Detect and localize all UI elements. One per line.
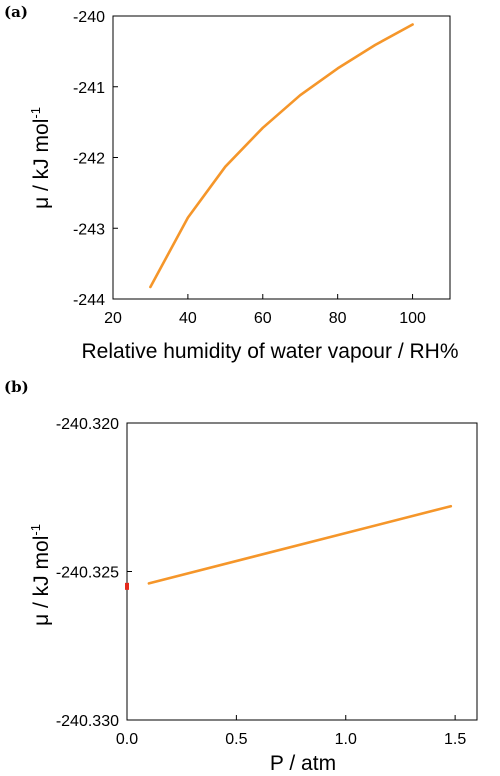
panel-b-x-ticks: 0.0 0.5 1.0 1.5 <box>116 715 466 748</box>
panel-a-y-axis-title-sup: -1 <box>28 107 43 119</box>
x-tick-label: 20 <box>104 310 122 327</box>
panel-a-y-axis-title: μ / kJ mol-1 <box>28 107 53 209</box>
x-tick-label: 40 <box>179 310 197 327</box>
y-tick-label: -240 <box>73 9 105 26</box>
panel-b-y-ticks: -240.330 -240.325 -240.320 <box>56 416 132 730</box>
y-tick-label: -242 <box>73 151 105 168</box>
panel-a-y-ticks: -244 -243 -242 -241 -240 <box>73 9 118 309</box>
panel-a-label: (a) <box>4 3 28 21</box>
data-point-marker <box>125 582 129 590</box>
series-line <box>149 23 414 289</box>
panel-b-y-axis-title: μ / kJ mol-1 <box>28 524 53 626</box>
y-tick-label: -240.320 <box>56 416 119 433</box>
panel-a-y-axis-title-main: μ / kJ mol <box>30 119 53 209</box>
panel-b: (b) 0.0 0.5 1.0 1.5 -240.330 -240.325 -240.32… <box>4 378 478 775</box>
panel-a-x-axis-title: Relative humidity of water vapour / RH% <box>82 340 459 363</box>
panel-b-y-axis-title-sup: -1 <box>28 524 43 536</box>
panel-b-y-axis-title-main: μ / kJ mol <box>30 536 53 626</box>
y-tick-label: -244 <box>73 292 105 309</box>
x-tick-label: 60 <box>254 310 272 327</box>
panel-a-plot-frame <box>112 15 451 300</box>
panel-a-x-ticks: 20 40 60 80 100 <box>104 294 426 327</box>
y-tick-label: -240.330 <box>56 713 119 730</box>
y-tick-label: -241 <box>73 80 105 97</box>
x-tick-label: 1.5 <box>444 731 466 748</box>
panel-b-series-group <box>125 504 453 590</box>
x-tick-label: 80 <box>329 310 347 327</box>
x-tick-label: 0.0 <box>116 731 138 748</box>
panel-b-x-axis-title: P / atm <box>270 752 336 775</box>
panel-b-plot-frame <box>126 422 478 721</box>
panel-a: (a) 20 40 60 80 100 -244 -243 -242 -241 -240 Rel… <box>4 3 459 363</box>
y-tick-label: -240.325 <box>56 565 119 582</box>
x-tick-label: 100 <box>399 310 426 327</box>
series-line <box>147 504 453 585</box>
panel-b-label: (b) <box>4 378 29 396</box>
x-tick-label: 1.0 <box>335 731 357 748</box>
y-tick-label: -243 <box>73 221 105 238</box>
panel-a-series-group <box>149 23 414 289</box>
x-tick-label: 0.5 <box>225 731 247 748</box>
